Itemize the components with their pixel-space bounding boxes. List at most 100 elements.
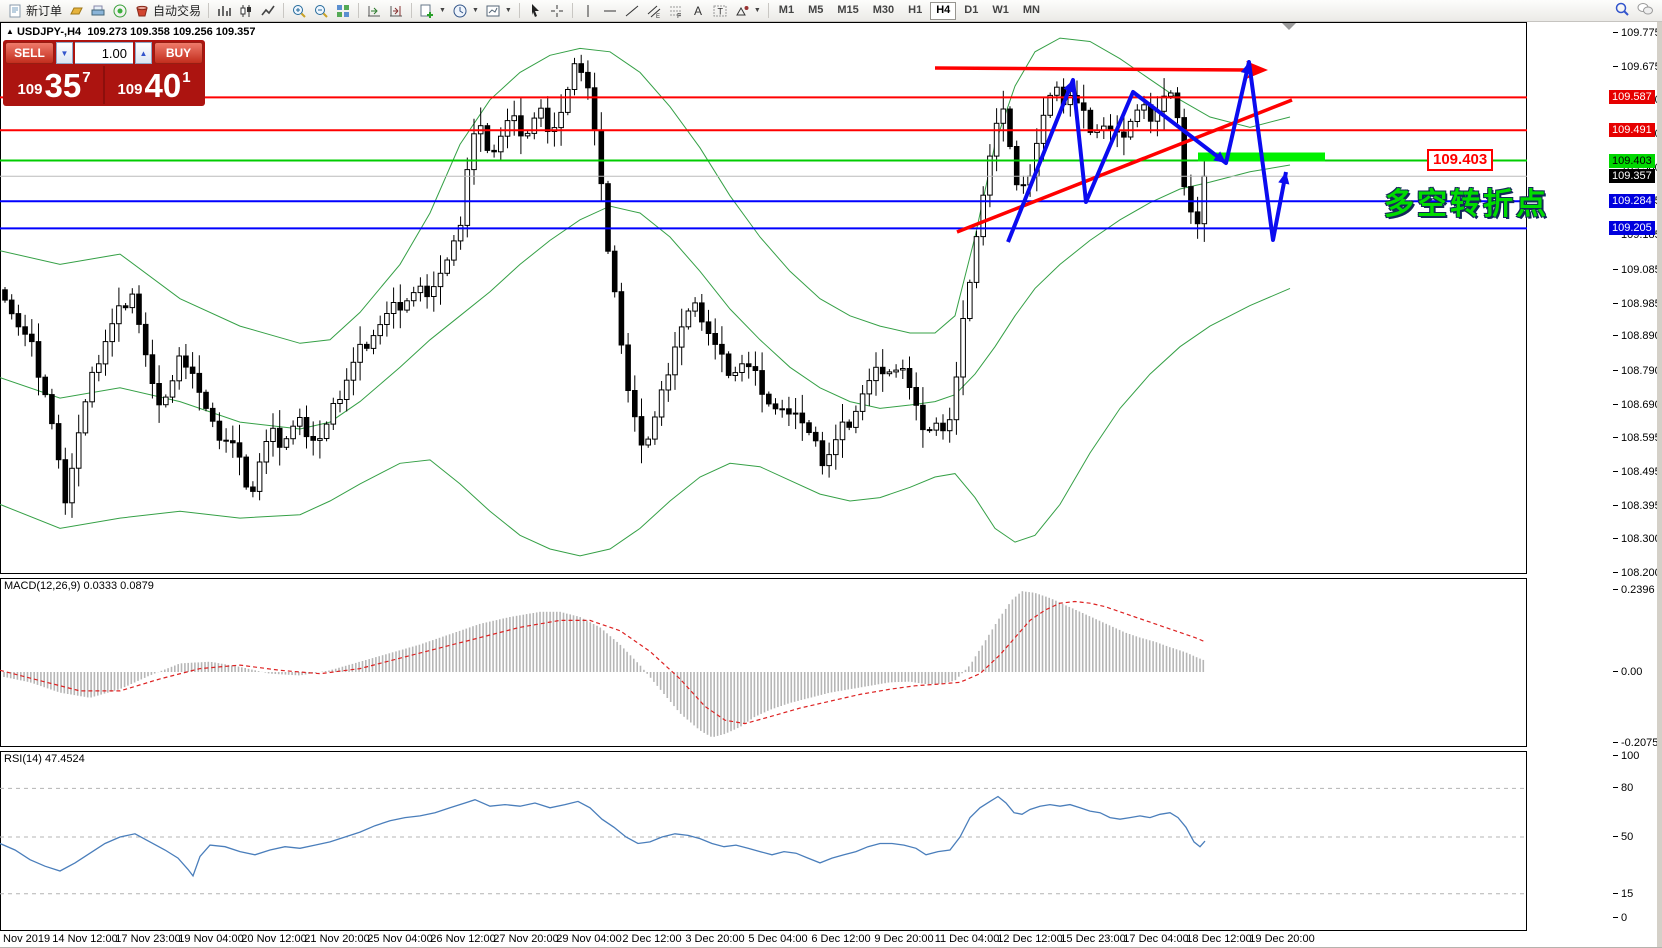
chart-drawings [934,60,1325,243]
vertical-line-tool-button[interactable] [577,1,599,21]
buy-price-display[interactable]: 109 40 1 [105,66,203,104]
chart-shift-button[interactable] [385,1,407,21]
line-chart-button[interactable] [257,1,279,21]
text-tool-button[interactable]: A [687,1,709,21]
chart-shift-icon [388,3,404,19]
sell-price-big: 35 [44,67,82,104]
periods-button[interactable]: ▼ [449,1,482,21]
volume-down-button[interactable]: ▼ [56,42,73,64]
svg-text:A: A [694,4,702,18]
ohlc-quotes: 109.273 109.358 109.256 109.357 [87,26,256,38]
svg-text:T: T [717,6,723,16]
gold-bar-icon [68,3,84,19]
trendline-icon [624,3,640,19]
crosshair-icon [549,3,565,19]
new-order-label: 新订单 [26,4,63,18]
templates-button[interactable]: ▼ [482,1,515,21]
bar-chart-icon [216,3,232,19]
elliott-zigzag [1006,60,1288,243]
autotrade-icon [134,3,150,19]
cursor-icon [527,3,543,19]
zoom-in-button[interactable] [288,1,310,21]
new-order-button[interactable]: 新订单 [4,1,65,21]
sell-price-display[interactable]: 109 35 7 [5,66,105,104]
crosshair-tool-button[interactable] [546,1,568,21]
print-button[interactable] [87,1,109,21]
timeframe-m30[interactable]: M30 [872,3,895,16]
shapes-icon [734,3,750,19]
symbol-ohlc-line: ▲ USDJPY-,H4 109.273 109.358 109.256 109… [6,26,256,38]
autotrade-label: 自动交易 [153,4,202,18]
signal-icon [112,3,128,19]
timeframe-m15[interactable]: M15 [837,3,859,16]
price-flag-label[interactable]: 109.403 [1427,149,1494,171]
dropdown-caret: ▼ [504,7,512,14]
macd-pane [0,591,1206,737]
collapse-triangle-icon[interactable]: ▲ [6,27,14,36]
label-tool-button[interactable]: T [709,1,731,21]
label-tool-icon: T [712,3,728,19]
zoom-out-icon [313,3,329,19]
chat-icon[interactable] [1636,1,1654,20]
horizontal-line-tool-button[interactable] [599,1,621,21]
market-watch-button[interactable] [65,1,87,21]
arrows-tool-button[interactable]: ▼ [731,1,764,21]
timeframe-d1[interactable]: D1 [964,3,979,16]
new-chart-icon [419,3,435,19]
svg-text:F: F [677,13,681,19]
search-icon[interactable] [1614,1,1630,20]
buy-price-base: 109 [117,81,143,98]
tile-windows-button[interactable] [332,1,354,21]
fibonacci-icon: F [668,3,684,19]
timeframe-h1[interactable]: H1 [908,3,923,16]
timeframe-m5[interactable]: M5 [808,3,824,16]
signals-button[interactable] [109,1,131,21]
chart-autoscroll-button[interactable] [363,1,385,21]
toolbar: 新订单 自动交易 ▼ ▼ ▼ E F A T ▼ [0,0,1662,22]
zoom-out-button[interactable] [310,1,332,21]
dropdown-caret: ▼ [439,7,446,14]
candle-chart-icon [238,3,254,19]
template-icon [485,3,501,19]
symbol-title: USDJPY-,H4 [16,26,82,38]
dropdown-caret: ▼ [471,7,479,14]
volume-up-button[interactable]: ▲ [135,42,152,64]
fibonacci-tool-button[interactable]: F [665,1,687,21]
timeframe-h4[interactable]: H4 [930,1,957,20]
cn-annotation-text[interactable]: 多空转折点 [1384,188,1549,221]
rsi-label: RSI(14) 47.4524 [4,753,85,765]
printer-icon [90,3,106,19]
sell-price-sup: 7 [82,69,91,86]
buy-price-sup: 1 [182,69,191,86]
bar-chart-button[interactable] [213,1,235,21]
cursor-tool-button[interactable] [524,1,546,21]
rsi-pane [0,787,1527,895]
candle-chart-button[interactable] [235,1,257,21]
timeframe-m1[interactable]: M1 [778,3,795,16]
buy-price-big: 40 [144,67,182,104]
timeframe-bar: M1 M5 M15 M30 H1 H4 D1 W1 MN [773,1,1046,20]
sell-price-base: 109 [17,81,43,98]
svg-text:E: E [656,14,660,19]
new-chart-button[interactable]: ▼ [416,1,449,21]
macd-label: MACD(12,26,9) 0.0333 0.0879 [4,580,154,592]
sell-button[interactable]: SELL [5,42,54,64]
timeframe-mn[interactable]: MN [1022,3,1040,16]
tile-windows-icon [335,3,351,19]
trendline-tool-button[interactable] [621,1,643,21]
autotrade-button[interactable]: 自动交易 [131,1,204,21]
text-tool-icon: A [690,3,706,19]
timeframe-w1[interactable]: W1 [992,3,1009,16]
channel-tool-button[interactable]: E [643,1,665,21]
shift-marker-icon [1282,23,1296,30]
buy-button[interactable]: BUY [154,42,203,64]
clock-icon [452,3,468,19]
vertical-line-icon [580,3,596,19]
bollinger-bands [0,37,1291,557]
volume-input[interactable] [75,42,133,64]
zoom-in-icon [291,3,307,19]
line-chart-icon [260,3,276,19]
